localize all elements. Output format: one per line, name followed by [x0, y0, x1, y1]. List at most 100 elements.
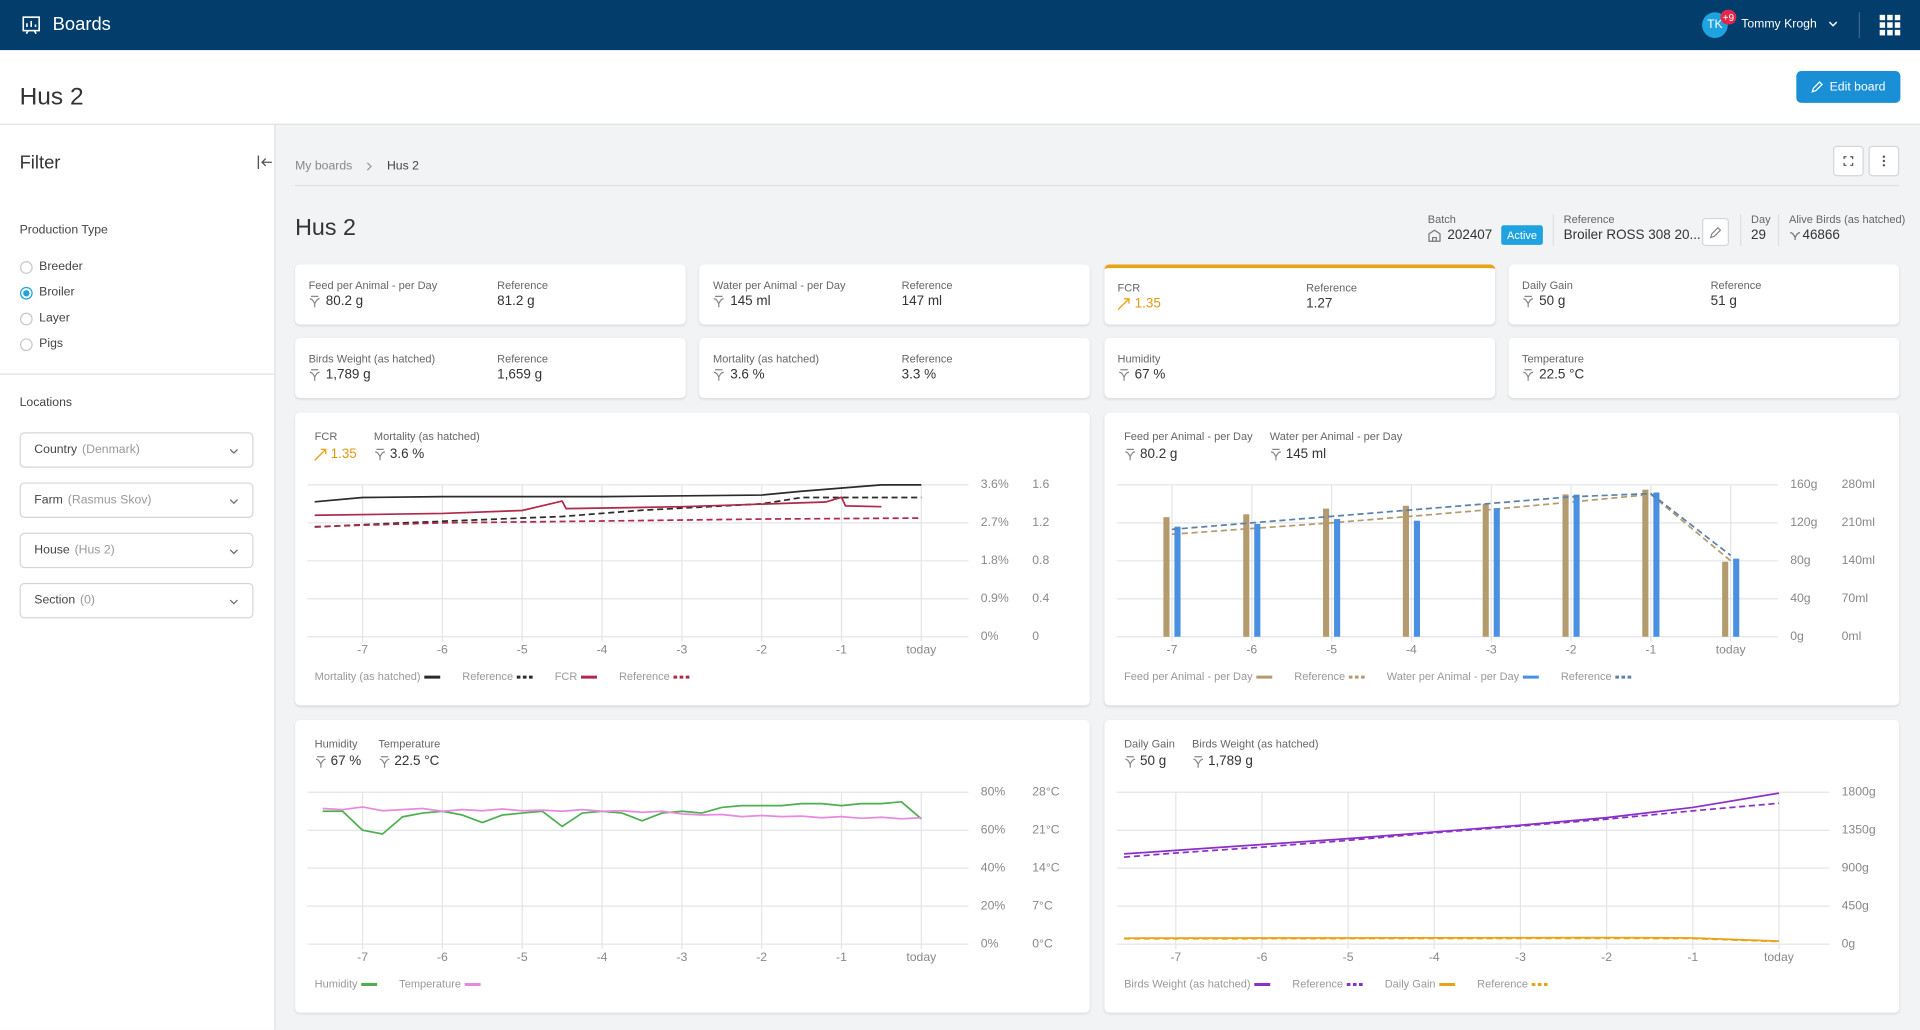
kpi-ref-label: Reference	[497, 279, 548, 292]
y-tick-label: 1350g	[1842, 822, 1876, 836]
kpi-value: 145 ml	[713, 294, 771, 309]
y-tick-label: 14°C	[1032, 860, 1060, 874]
kpi-card: Mortality (as hatched) 3.6 % Reference 3.3 …	[699, 337, 1091, 398]
chart-header-label: FCR	[315, 431, 338, 443]
y-tick-label: 0ml	[1842, 629, 1862, 643]
kpi-ref-value: 1,659 g	[497, 367, 543, 383]
value-icon	[375, 448, 386, 461]
x-tick-label: -6	[437, 950, 448, 964]
production-type-label: Production Type	[19, 223, 108, 237]
user-name[interactable]: Tommy Krogh	[1741, 17, 1817, 32]
legend-label: Reference	[1294, 671, 1345, 683]
bar	[1163, 517, 1170, 637]
y-tick-label: 1.2	[1032, 515, 1049, 529]
radio[interactable]	[19, 260, 33, 274]
y-tick-label: 1.8%	[981, 553, 1009, 567]
y-tick-label: 21°C	[1032, 822, 1060, 836]
y-tick-label: 120g	[1790, 515, 1817, 529]
radio-label[interactable]: Broiler	[39, 285, 75, 300]
app-title[interactable]: Boards	[52, 14, 111, 35]
y-tick-label: 0	[1032, 629, 1039, 643]
x-tick-label: -2	[1566, 642, 1577, 656]
kpi-card: Water per Animal - per Day 145 ml Referenc…	[699, 264, 1091, 325]
kpi-value: 1,789 g	[309, 367, 371, 382]
x-tick-label: today	[906, 950, 937, 964]
sidebar: Filter Production Type Locations Breeder…	[0, 124, 276, 1030]
edit-icon	[1709, 226, 1722, 239]
collapse-icon[interactable]	[257, 155, 273, 169]
kpi-card: Temperature 22.5 °C	[1508, 337, 1900, 398]
x-tick-label: -3	[1486, 642, 1497, 656]
radio[interactable]	[19, 312, 33, 325]
kpi-card: Birds Weight (as hatched) 1,789 g Referenc…	[295, 337, 686, 398]
radio-label[interactable]: Breeder	[39, 260, 83, 274]
notification-badge[interactable]: +9	[1720, 9, 1737, 25]
y-tick-label: 7°C	[1032, 898, 1053, 912]
batch-icon	[1428, 229, 1441, 242]
select-value: (Hus 2)	[74, 543, 115, 558]
select-label: House	[34, 543, 70, 558]
alive-label: Alive Birds (as hatched)	[1788, 213, 1906, 226]
user-chevron[interactable]	[1828, 21, 1838, 28]
chart-card: Feed per Animal - per Day 80.2 g Water per…	[1104, 412, 1900, 706]
kpi-value: 67 %	[1118, 367, 1165, 382]
x-tick-label: -2	[756, 642, 767, 656]
select[interactable]: Section (0)	[19, 582, 254, 619]
radio[interactable]	[19, 286, 33, 300]
radio[interactable]	[19, 337, 33, 351]
x-tick-label: -1	[1645, 642, 1656, 656]
kpi-value-text: 1.35	[1134, 296, 1161, 312]
select[interactable]: Farm (Rasmus Skov)	[19, 482, 254, 518]
status-text: Active	[1507, 228, 1538, 242]
kpi-ref-label: Reference	[1306, 281, 1357, 294]
icon-shape	[1270, 448, 1281, 461]
chevron	[229, 599, 238, 605]
kpi-label: Humidity	[1117, 352, 1161, 365]
radio-ring	[19, 312, 33, 325]
more-button[interactable]	[1868, 145, 1900, 177]
chart-header-value: 67 %	[331, 753, 362, 768]
select-label: Country	[34, 443, 78, 457]
select[interactable]: Country (Denmark)	[19, 432, 254, 468]
value-icon	[379, 756, 390, 768]
alive-value: 46866	[1802, 227, 1840, 243]
chevron	[229, 549, 238, 555]
y-tick-label: 1800g	[1842, 784, 1876, 798]
y-tick-label: 80%	[981, 784, 1006, 798]
edit-board-button[interactable]: Edit board	[1796, 71, 1901, 103]
edit-reference-button[interactable]	[1702, 217, 1729, 247]
series-line	[322, 800, 922, 835]
breadcrumb-link[interactable]: My boards	[295, 159, 353, 174]
bar	[1653, 492, 1660, 637]
icon-shape	[714, 295, 725, 308]
series-line	[1124, 937, 1779, 943]
kpi-ref-label: Reference	[1710, 279, 1762, 292]
x-tick-label: -7	[1167, 642, 1178, 656]
fullscreen-button[interactable]	[1833, 145, 1864, 177]
value-icon	[714, 369, 725, 381]
x-tick-label: -7	[357, 950, 368, 964]
radio-label[interactable]: Pigs	[39, 337, 64, 351]
bar	[1334, 519, 1341, 637]
y-tick-label: 0.8	[1032, 553, 1049, 567]
x-tick-label: -4	[1429, 950, 1440, 964]
radio-label[interactable]: Layer	[39, 311, 70, 326]
y-tick-label: 0.9%	[981, 591, 1009, 605]
select-chevron	[229, 599, 238, 605]
icon-shape	[1125, 448, 1136, 461]
x-tick-label: -7	[1170, 950, 1181, 964]
y-tick-label: 140ml	[1842, 553, 1875, 567]
bar	[1493, 508, 1500, 637]
value-icon	[1270, 448, 1281, 461]
separator	[1858, 12, 1861, 38]
x-tick-label: -2	[1601, 950, 1612, 964]
x-tick-label: -1	[836, 642, 847, 656]
x-tick-label: -6	[1246, 642, 1257, 656]
bar	[1413, 520, 1421, 637]
select-label: Section	[34, 593, 76, 608]
y-tick-label: 160g	[1790, 477, 1817, 491]
select[interactable]: House (Hus 2)	[19, 532, 254, 569]
apps-icon[interactable]	[1879, 14, 1901, 36]
x-tick-label: today	[1716, 642, 1747, 656]
avatar[interactable]: TK	[1702, 12, 1728, 38]
